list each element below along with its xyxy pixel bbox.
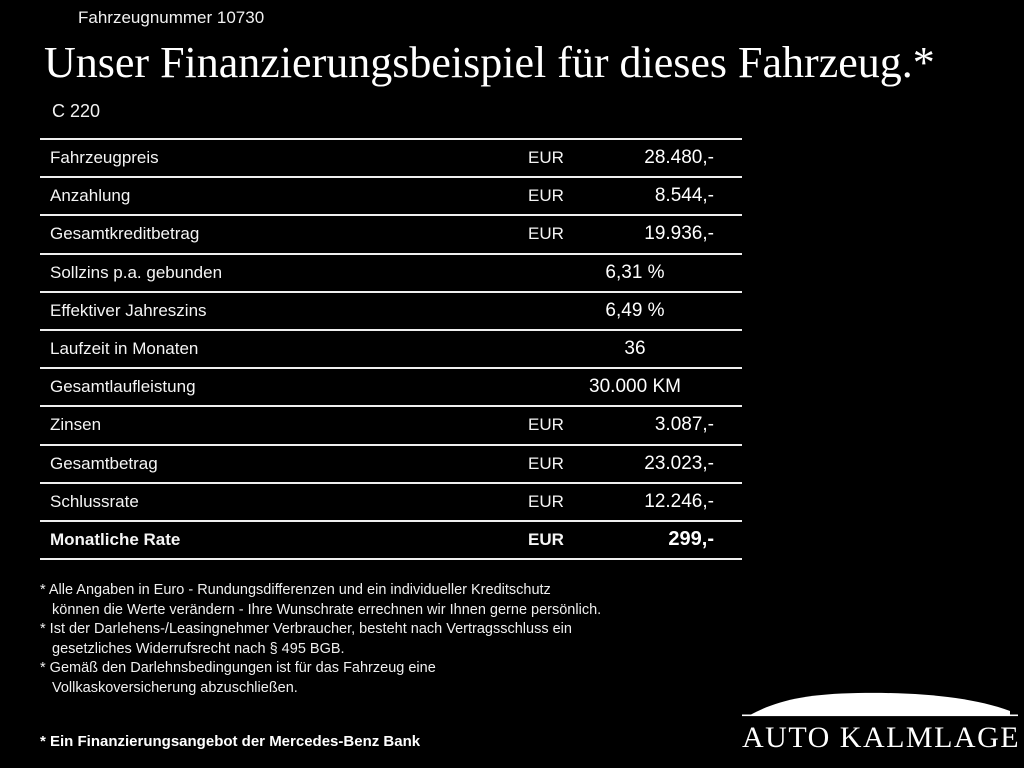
row-label: Schlussrate [50, 491, 139, 511]
row-amount: 299,- [668, 528, 714, 551]
footnote-line: können die Werte verändern - Ihre Wunsch… [52, 601, 602, 618]
currency-label: EUR [528, 148, 564, 168]
footnote-line: Vollkaskoversicherung abzuschließen. [52, 679, 298, 696]
table-row: Sollzins p.a. gebunden 6,31 % [40, 255, 742, 293]
table-row: Effektiver Jahreszins 6,49 % [40, 293, 742, 331]
currency-label: EUR [528, 491, 564, 511]
currency-label: EUR [528, 415, 564, 435]
dealer-logo: AUTO KALMLAGE [742, 690, 1020, 755]
row-label: Gesamtbetrag [50, 453, 158, 473]
table-row: Zinsen EUR 3.087,- [40, 407, 742, 446]
currency-label: EUR [528, 224, 564, 244]
table-row: Monatliche Rate EUR 299,- [40, 522, 742, 561]
table-row: Anzahlung EUR 8.544,- [40, 178, 742, 217]
row-label: Laufzeit in Monaten [50, 339, 199, 359]
row-amount: 36 [624, 338, 646, 360]
car-silhouette-icon [742, 692, 1018, 717]
row-value-area: EUR 12.246,- [528, 491, 742, 513]
table-row: Gesamtbetrag EUR 23.023,- [40, 446, 742, 484]
row-value-area: 30.000 KM [542, 376, 742, 398]
row-amount: 23.023,- [644, 452, 714, 474]
row-label: Anzahlung [50, 186, 131, 206]
vehicle-number: Fahrzeugnummer 10730 [78, 8, 265, 27]
row-amount: 6,49 % [605, 299, 665, 321]
table-row: Gesamtkreditbetrag EUR 19.936,- [40, 216, 742, 255]
table-row: Fahrzeugpreis EUR 28.480,- [40, 140, 742, 179]
row-label: Gesamtkreditbetrag [50, 224, 200, 244]
table-row: Laufzeit in Monaten 36 [40, 331, 742, 370]
row-value-area: 6,31 % [542, 262, 742, 284]
table-row: Schlussrate EUR 12.246,- [40, 484, 742, 522]
currency-label: EUR [528, 529, 564, 549]
row-value-area: EUR 299,- [528, 528, 742, 551]
row-value-area: EUR 23.023,- [528, 453, 742, 475]
row-value-area: 36 [542, 338, 742, 360]
dealer-name: AUTO KALMLAGE [742, 721, 1021, 754]
financing-offer-line: * Ein Finanzierungsangebot der Mercedes-… [40, 733, 421, 750]
row-label: Zinsen [50, 415, 102, 435]
footnote-line: * Gemäß den Darlehnsbedingungen ist für … [40, 660, 436, 676]
row-amount: 3.087,- [654, 414, 714, 436]
model-name: C 220 [52, 101, 101, 121]
footnote-line: gesetzliches Widerrufsrecht nach § 495 B… [52, 640, 345, 657]
row-amount: 12.246,- [644, 490, 714, 512]
row-value-area: 6,49 % [542, 300, 742, 322]
row-value-area: EUR 19.936,- [528, 223, 742, 245]
currency-label: EUR [528, 453, 564, 473]
footnotes: * Alle Angaben in Euro - Rundungsdiffere… [40, 581, 760, 698]
row-amount: 19.936,- [644, 223, 714, 245]
row-label: Gesamtlaufleistung [50, 377, 196, 397]
page-title: Unser Finanzierungsbeispiel für dieses F… [44, 38, 935, 87]
row-label: Monatliche Rate [50, 529, 181, 549]
row-amount: 28.480,- [644, 147, 714, 169]
row-label: Sollzins p.a. gebunden [50, 262, 223, 282]
currency-label: EUR [528, 186, 564, 206]
row-amount: 30.000 KM [589, 376, 681, 398]
row-value-area: EUR 28.480,- [528, 147, 742, 169]
finance-table: Fahrzeugpreis EUR 28.480,- Anzahlung EUR 8.54… [40, 138, 742, 561]
row-label: Effektiver Jahreszins [50, 300, 207, 320]
row-value-area: EUR 8.544,- [528, 185, 742, 207]
footnote-line: * Alle Angaben in Euro - Rundungsdiffere… [40, 582, 551, 598]
row-amount: 6,31 % [605, 261, 665, 283]
row-amount: 8.544,- [654, 185, 714, 207]
footnote-line: * Ist der Darlehens-/Leasingnehmer Verbr… [40, 621, 572, 637]
table-row: Gesamtlaufleistung 30.000 KM [40, 369, 742, 408]
row-value-area: EUR 3.087,- [528, 414, 742, 436]
row-label: Fahrzeugpreis [50, 148, 159, 168]
